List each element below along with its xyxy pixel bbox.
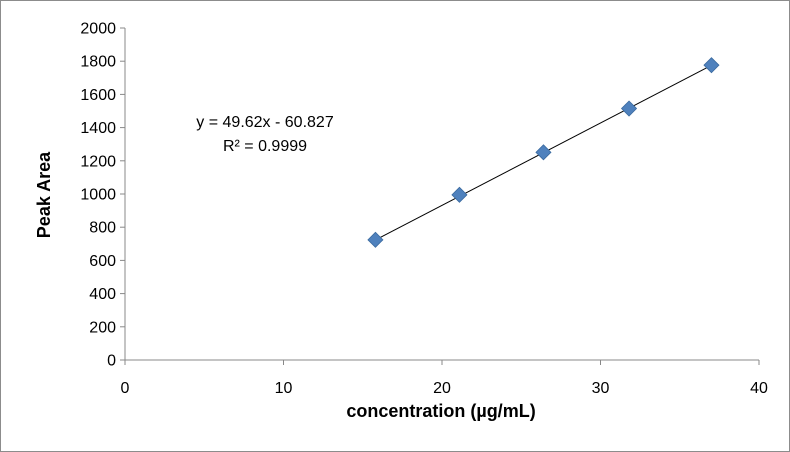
y-axis-label: Peak Area <box>34 151 54 238</box>
y-tick-label: 0 <box>107 353 116 370</box>
data-point-diamond <box>535 144 552 161</box>
data-point-diamond <box>451 186 468 203</box>
x-tick-label: 30 <box>592 380 610 397</box>
x-ticks: 0 10 20 30 40 <box>121 360 768 397</box>
y-tick-label: 1600 <box>80 87 116 104</box>
axes <box>124 28 759 361</box>
y-tick-label: 800 <box>89 220 116 237</box>
data-point-diamond <box>703 57 720 74</box>
y-tick-label: 1800 <box>80 54 116 71</box>
y-tick-label: 200 <box>89 319 116 336</box>
y-tick-label: 1200 <box>80 153 116 170</box>
y-ticks: 0 200 400 600 800 1000 1200 1400 1600 1800 2000 <box>80 21 125 370</box>
data-point-diamond <box>620 100 638 117</box>
y-tick-label: 400 <box>89 286 116 303</box>
r-squared-label: R² = 0.9999 <box>223 138 307 155</box>
data-points <box>367 57 720 248</box>
x-axis-label: concentration (µg/mL) <box>346 401 535 421</box>
x-tick-label: 20 <box>433 380 451 397</box>
x-tick-label: 0 <box>121 380 130 397</box>
y-tick-label: 1000 <box>80 187 116 204</box>
y-tick-label: 2000 <box>80 21 116 38</box>
data-point-diamond <box>367 231 384 248</box>
x-tick-label: 40 <box>750 380 768 397</box>
trendline-equation: y = 49.62x - 60.827 <box>196 114 334 131</box>
x-tick-label: 10 <box>275 380 293 397</box>
y-tick-label: 1400 <box>80 120 116 137</box>
y-tick-label: 600 <box>89 253 116 270</box>
